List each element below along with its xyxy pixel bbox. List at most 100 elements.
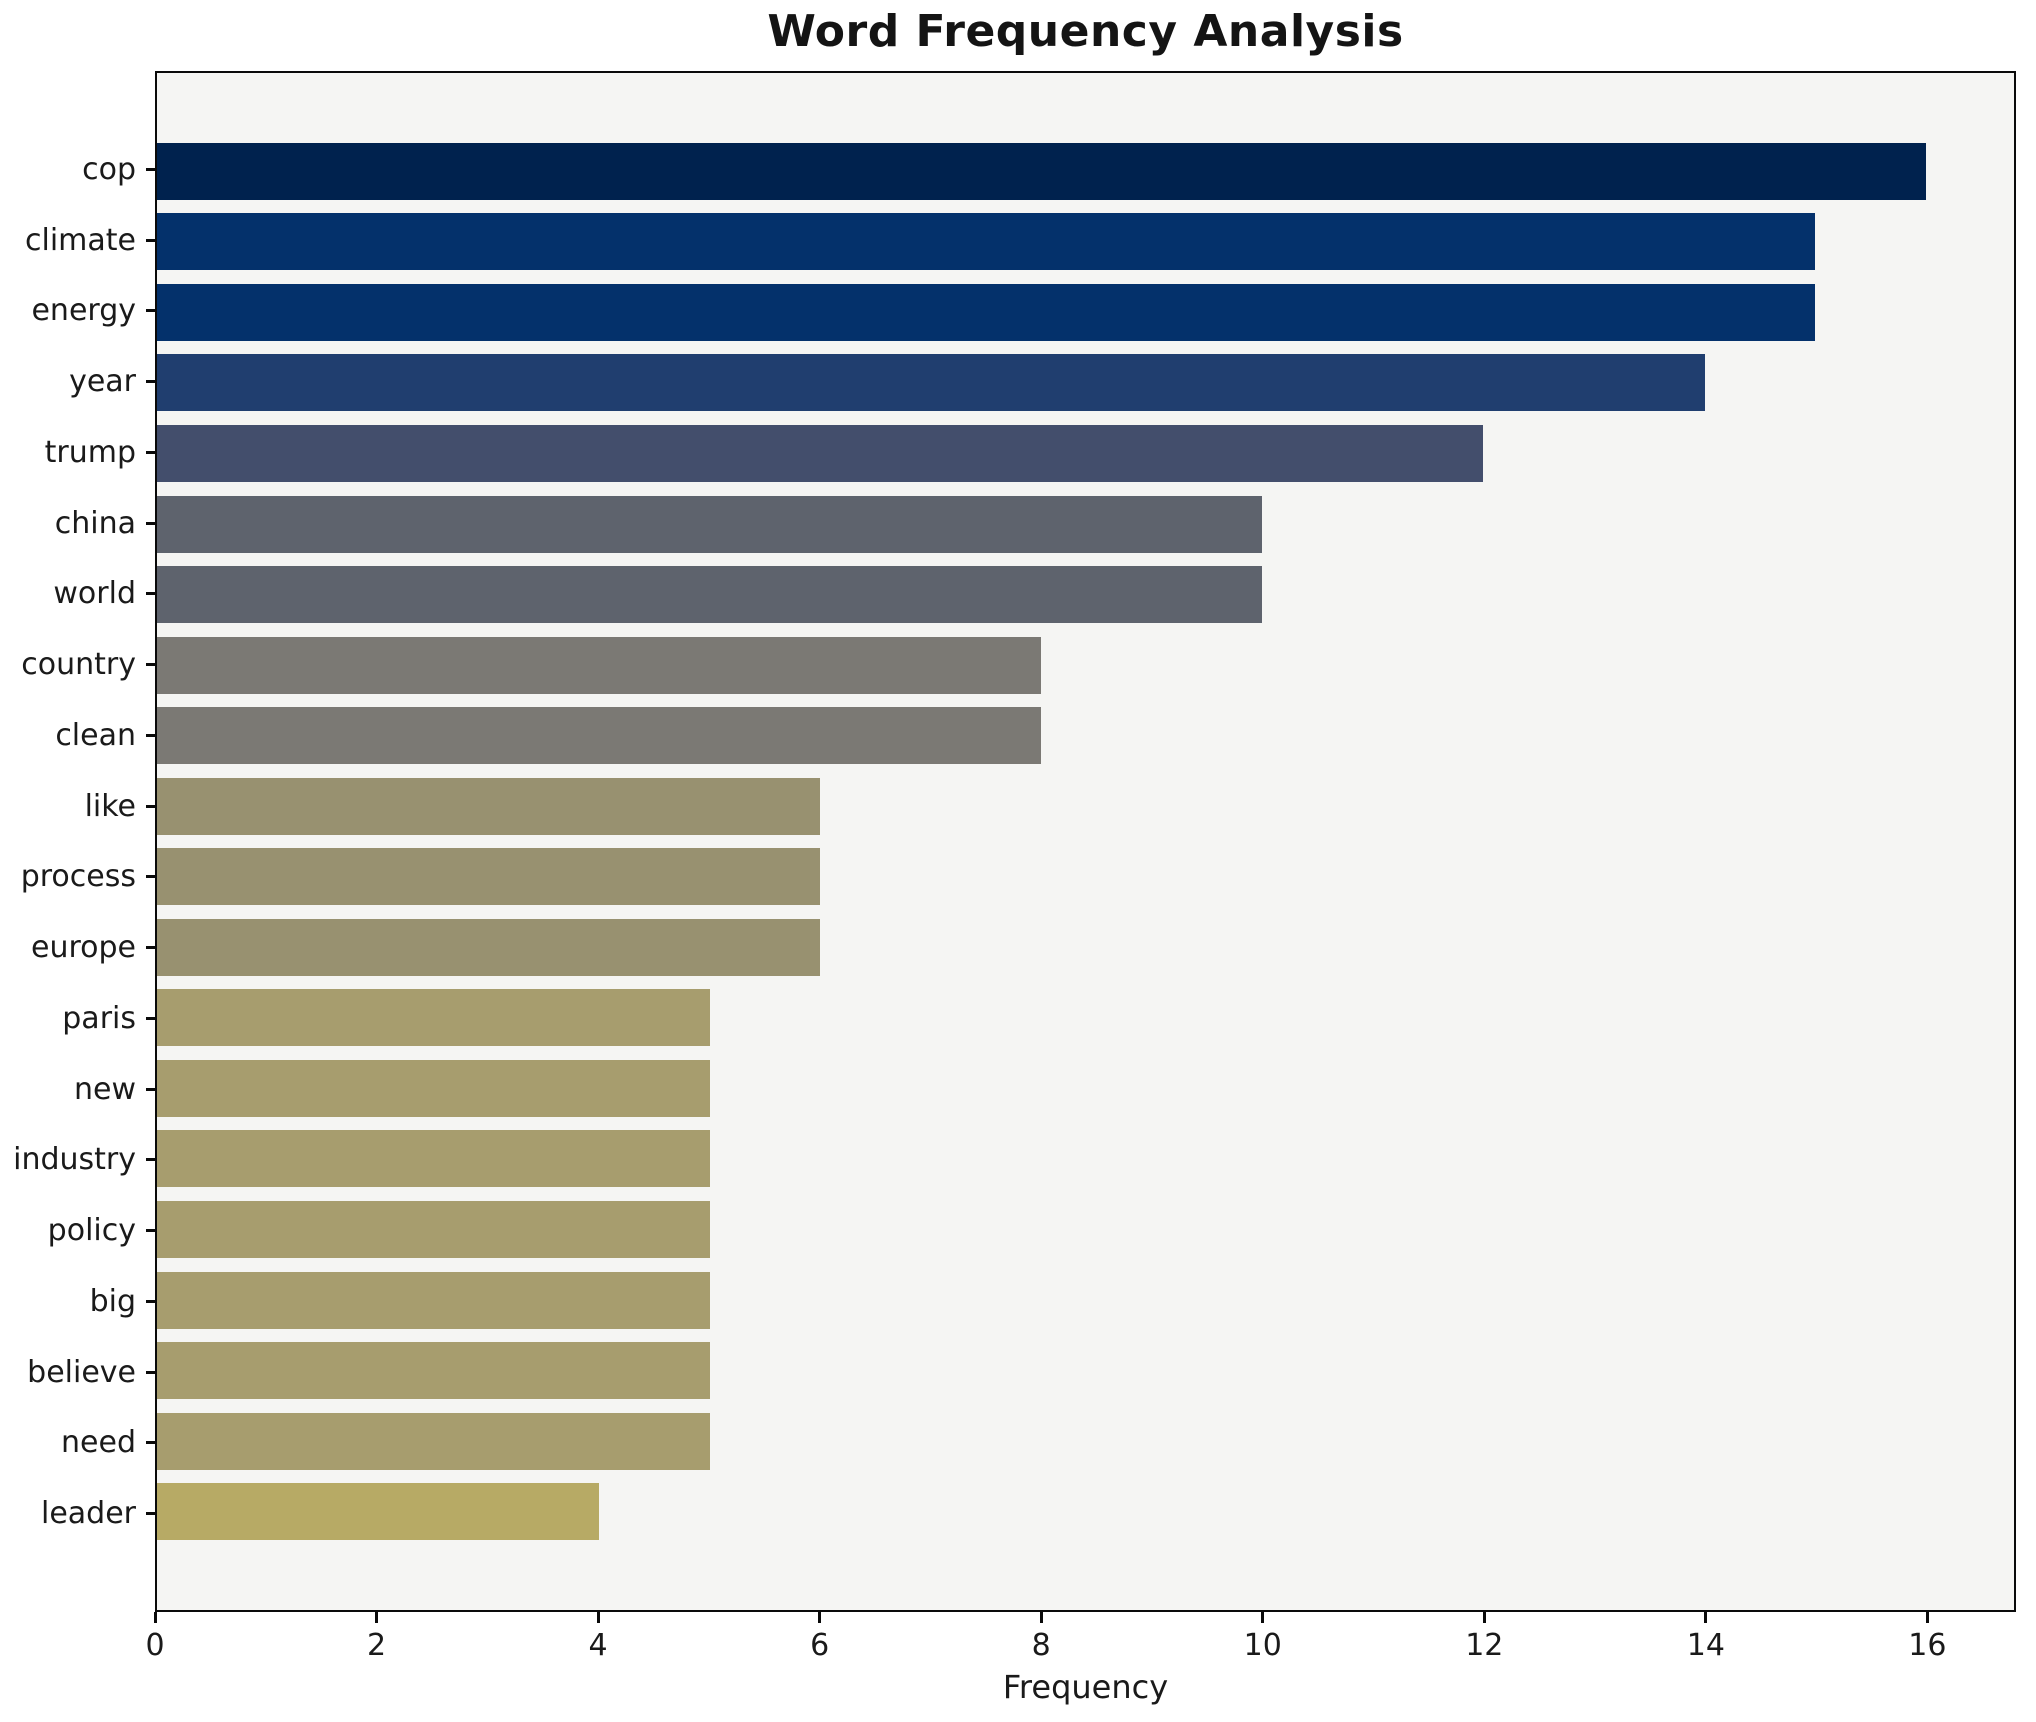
y-label-like: like: [84, 788, 136, 824]
plot-area: [155, 71, 2016, 1612]
bar-europe: [157, 918, 821, 976]
y-tick-clean: [146, 733, 155, 737]
bars-container: [157, 73, 2014, 1610]
y-label-clean: clean: [55, 717, 136, 753]
bar-row-believe: [157, 1335, 2014, 1406]
y-row-paris: paris: [0, 983, 155, 1054]
x-axis-label: Frequency: [1002, 1668, 1169, 1706]
y-tick-industry: [146, 1158, 155, 1162]
y-label-europe: europe: [31, 930, 136, 966]
bar-row-paris: [157, 983, 2014, 1054]
x-axis: 0 2 4 6 8 10 12 14 16: [145, 1612, 2016, 1682]
y-row-believe: believe: [0, 1337, 155, 1408]
bar-energy: [157, 283, 1816, 341]
bar-row-leader: [157, 1476, 2014, 1547]
y-label-energy: energy: [31, 293, 136, 329]
y-tick-leader: [146, 1512, 155, 1516]
y-tick-process: [146, 875, 155, 879]
y-row-need: need: [0, 1408, 155, 1479]
x-tick-label-4: 4: [588, 1628, 608, 1663]
bar-row-china: [157, 489, 2014, 560]
bar-row-process: [157, 841, 2014, 912]
bar-process: [157, 848, 821, 906]
bar-row-country: [157, 630, 2014, 701]
bar-clean: [157, 707, 1042, 765]
y-label-leader: leader: [40, 1496, 136, 1532]
y-label-process: process: [20, 859, 136, 895]
x-tick-label-8: 8: [1031, 1628, 1051, 1663]
x-tick-label-0: 0: [145, 1628, 165, 1663]
bar-trump: [157, 424, 1484, 482]
y-tick-like: [146, 804, 155, 808]
y-axis: cop climate energy year trump china world count…: [0, 71, 155, 1612]
bar-row-world: [157, 559, 2014, 630]
y-row-climate: climate: [0, 205, 155, 276]
bar-new: [157, 1059, 710, 1117]
bar-believe: [157, 1342, 710, 1400]
x-tick-14: [1704, 1612, 1708, 1623]
y-label-climate: climate: [25, 222, 136, 258]
bar-policy: [157, 1200, 710, 1258]
bar-row-trump: [157, 418, 2014, 489]
bar-row-new: [157, 1053, 2014, 1124]
bar-like: [157, 777, 821, 835]
x-tick-label-10: 10: [1243, 1628, 1282, 1663]
bar-big: [157, 1271, 710, 1329]
x-tick-2: [375, 1612, 379, 1623]
y-tick-paris: [146, 1016, 155, 1020]
y-tick-country: [146, 663, 155, 667]
bar-row-clean: [157, 700, 2014, 771]
y-label-believe: believe: [27, 1354, 136, 1390]
y-tick-new: [146, 1087, 155, 1091]
y-row-energy: energy: [0, 276, 155, 347]
x-tick-label-14: 14: [1686, 1628, 1725, 1663]
y-tick-trump: [146, 450, 155, 454]
bar-country: [157, 636, 1042, 694]
y-row-leader: leader: [0, 1478, 155, 1549]
y-label-need: need: [61, 1425, 136, 1461]
y-tick-believe: [146, 1370, 155, 1374]
y-tick-energy: [146, 309, 155, 313]
y-label-new: new: [73, 1071, 136, 1107]
bar-world: [157, 566, 1263, 624]
bar-row-policy: [157, 1194, 2014, 1265]
x-tick-label-12: 12: [1465, 1628, 1504, 1663]
y-label-cop: cop: [82, 151, 136, 187]
y-tick-cop: [146, 167, 155, 171]
y-label-trump: trump: [44, 434, 136, 470]
bar-climate: [157, 213, 1816, 271]
y-row-china: china: [0, 488, 155, 559]
bar-row-cop: [157, 136, 2014, 207]
x-tick-label-16: 16: [1908, 1628, 1947, 1663]
y-row-big: big: [0, 1266, 155, 1337]
y-tick-year: [146, 380, 155, 384]
y-tick-china: [146, 521, 155, 525]
x-tick-0: [153, 1612, 157, 1623]
y-label-country: country: [21, 647, 136, 683]
y-row-process: process: [0, 842, 155, 913]
bar-china: [157, 495, 1263, 553]
y-row-new: new: [0, 1054, 155, 1125]
bar-row-like: [157, 771, 2014, 842]
y-tick-europe: [146, 946, 155, 950]
bar-row-need: [157, 1406, 2014, 1477]
y-label-policy: policy: [47, 1213, 136, 1249]
x-tick-label-2: 2: [367, 1628, 387, 1663]
y-row-europe: europe: [0, 912, 155, 983]
y-label-china: china: [54, 505, 136, 541]
bar-paris: [157, 989, 710, 1047]
x-tick-16: [1925, 1612, 1929, 1623]
y-row-cop: cop: [0, 134, 155, 205]
bar-year: [157, 354, 1705, 412]
y-tick-need: [146, 1441, 155, 1445]
bar-row-climate: [157, 207, 2014, 278]
bar-row-industry: [157, 1124, 2014, 1195]
y-label-big: big: [89, 1283, 136, 1319]
x-tick-10: [1261, 1612, 1265, 1623]
y-row-industry: industry: [0, 1125, 155, 1196]
bar-row-big: [157, 1265, 2014, 1336]
y-row-policy: policy: [0, 1195, 155, 1266]
bar-row-europe: [157, 912, 2014, 983]
y-label-year: year: [69, 364, 136, 400]
